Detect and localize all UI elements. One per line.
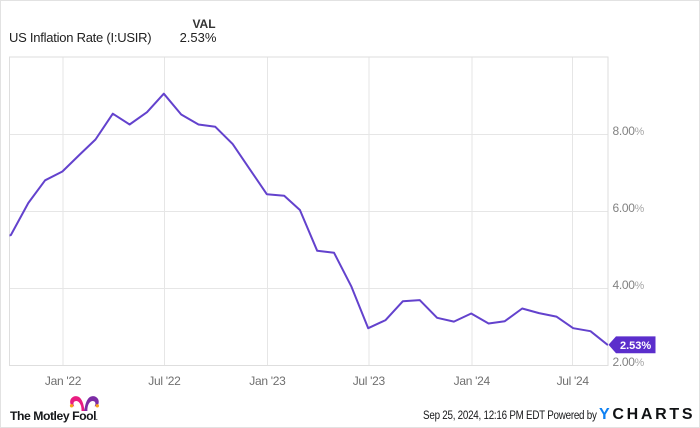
svg-text:2.53%: 2.53% xyxy=(620,340,651,352)
